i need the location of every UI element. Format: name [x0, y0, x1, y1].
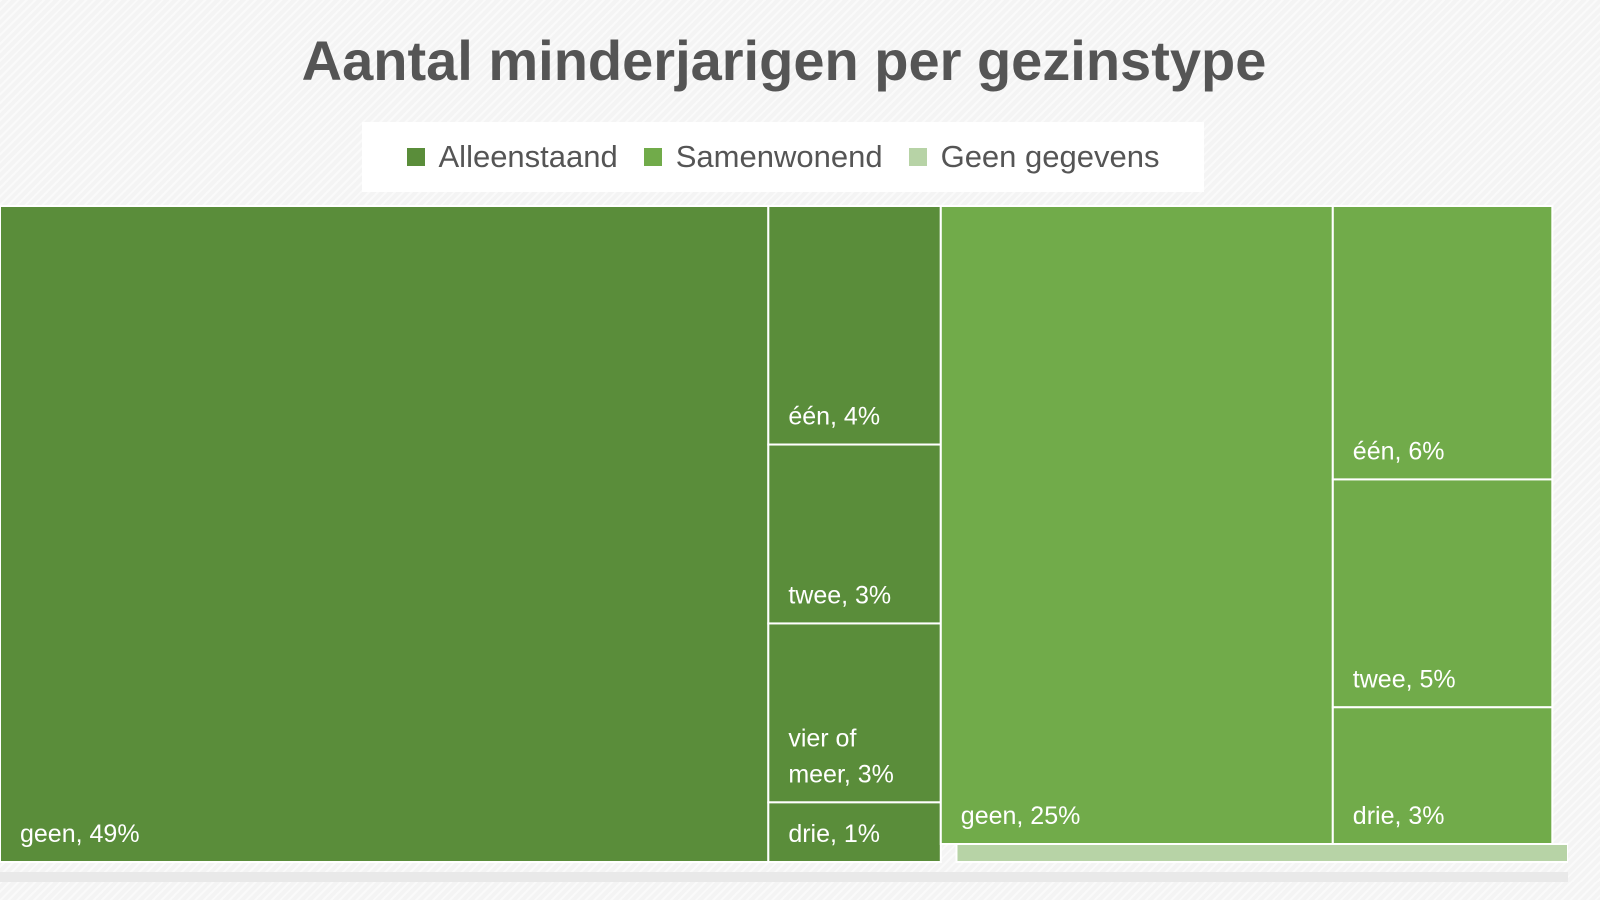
- treemap-block-alleenstaand-drie-1[interactable]: [767, 801, 942, 864]
- legend-label-alleenstaand: Alleenstaand: [438, 139, 618, 174]
- legend-label-samenwonend: Samenwonend: [675, 139, 883, 174]
- legend-label-geen-gegevens: Geen gegevens: [940, 139, 1160, 174]
- treemap-block-samenwonend-twee-5[interactable]: [1331, 478, 1554, 709]
- treemap-label-samenwonend-2: twee, 5%: [1353, 665, 1456, 693]
- treemap-block-samenwonend-drie-3[interactable]: [1331, 706, 1554, 845]
- treemap-label-alleenstaand-2: twee, 3%: [788, 581, 891, 609]
- treemap-block-alleenstaand-geen-49[interactable]: [0, 205, 770, 863]
- treemap-block-samenwonend-een-6[interactable]: [1331, 205, 1554, 481]
- legend: Alleenstaand Samenwonend Geen gegevens: [362, 122, 1204, 192]
- treemap-label-alleenstaand-0: geen, 49%: [20, 820, 140, 848]
- legend-swatch-geen-gegevens: [908, 148, 927, 166]
- treemap-label-alleenstaand-4: drie, 1%: [788, 820, 880, 848]
- chart-title: Aantal minderjarigen per gezinstype: [301, 29, 1267, 92]
- treemap-block-alleenstaand-een-4[interactable]: [767, 205, 942, 446]
- treemap-plot: geen, 49% één, 4% twee, 3% vier of meer, 3% d…: [0, 205, 1568, 864]
- legend-swatch-alleenstaand: [406, 148, 425, 166]
- treemap-block-samenwonend-geen-25[interactable]: [939, 205, 1334, 845]
- treemap-label-samenwonend-3: drie, 3%: [1353, 802, 1445, 830]
- treemap-block-alleenstaand-vier-of-meer-3[interactable]: [767, 622, 942, 804]
- legend-item-samenwonend[interactable]: Samenwonend: [643, 139, 883, 175]
- bottom-strip: [0, 872, 1568, 882]
- treemap-label-alleenstaand-1: één, 4%: [788, 403, 880, 431]
- treemap-label-samenwonend-0: geen, 25%: [961, 802, 1081, 830]
- legend-item-geen-gegevens[interactable]: Geen gegevens: [908, 139, 1160, 175]
- legend-item-alleenstaand[interactable]: Alleenstaand: [406, 139, 618, 175]
- legend-swatch-samenwonend: [643, 148, 662, 166]
- treemap-block-alleenstaand-twee-3[interactable]: [767, 443, 942, 625]
- treemap-label-samenwonend-1: één, 6%: [1353, 437, 1445, 465]
- treemap-label-alleenstaand-3: vier of meer, 3%: [788, 724, 894, 788]
- treemap-block-geen-gegevens[interactable]: [955, 843, 1568, 863]
